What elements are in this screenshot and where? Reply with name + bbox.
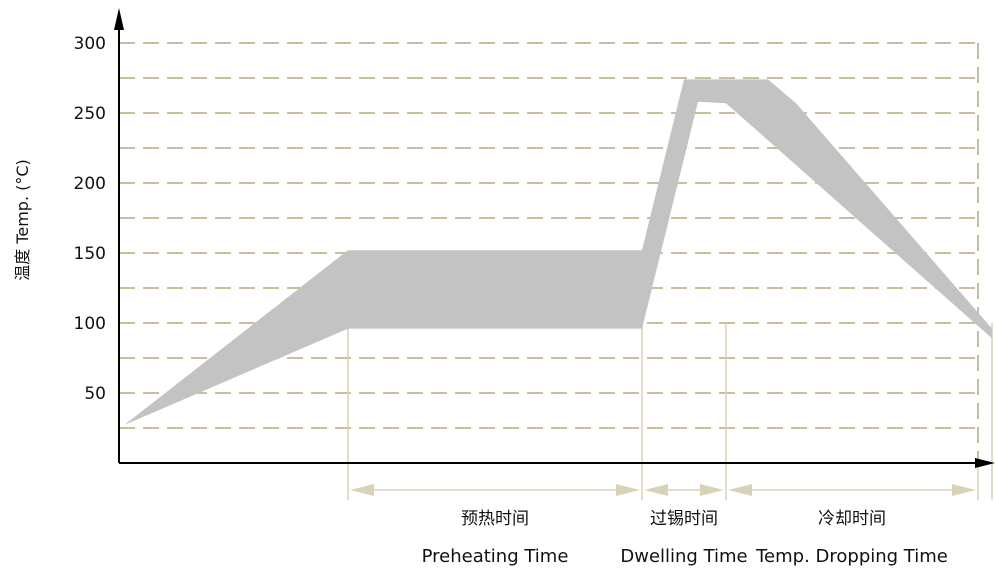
temperature-band: [124, 79, 992, 426]
phase-arrowhead-right: [616, 484, 640, 496]
phase-label-en: Temp. Dropping Time: [755, 546, 948, 567]
y-tick-label: 100: [74, 314, 106, 334]
phase-guides: [347, 323, 993, 500]
y-axis-label: 温度 Temp. (°C): [13, 159, 32, 281]
y-axis-arrow: [114, 8, 124, 30]
labels: 300 250 200 150 100 50 预热时间 Preheating Time 过锡时间…: [74, 34, 948, 567]
y-tick-label: 150: [74, 244, 106, 264]
temperature-band-area: [124, 79, 992, 426]
y-tick-label: 200: [74, 174, 106, 194]
phase-label-en: Preheating Time: [422, 546, 569, 567]
phase-arrowhead-right: [952, 484, 976, 496]
y-tick-label: 250: [74, 104, 106, 124]
phase-arrowhead-right: [700, 484, 724, 496]
phase-arrowhead-left: [728, 484, 752, 496]
phase-arrowhead-left: [350, 484, 374, 496]
y-tick-label: 300: [74, 34, 106, 54]
grid: [119, 42, 979, 463]
axes: [114, 8, 995, 468]
phase-label-zh: 冷却时间: [818, 509, 886, 529]
phase-label-zh: 过锡时间: [650, 509, 718, 529]
x-axis-arrow: [975, 458, 995, 468]
phase-arrowhead-left: [644, 484, 668, 496]
phase-label-en: Dwelling Time: [620, 546, 747, 567]
phase-label-zh: 预热时间: [461, 509, 529, 529]
y-tick-label: 50: [84, 384, 106, 404]
